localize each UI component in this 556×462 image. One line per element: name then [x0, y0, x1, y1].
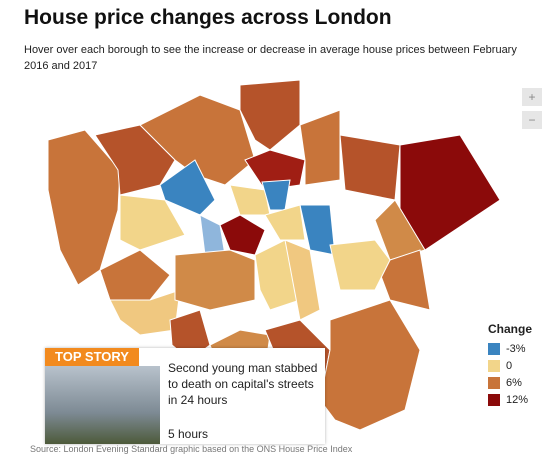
borough[interactable] [199, 214, 226, 256]
subtitle: Hover over each borough to see the incre… [24, 44, 517, 72]
legend-swatch [488, 342, 500, 355]
borough[interactable] [99, 249, 171, 301]
legend-label: 0 [506, 359, 513, 372]
borough[interactable] [139, 94, 256, 186]
boroughs [47, 79, 501, 431]
borough[interactable] [174, 249, 256, 311]
borough[interactable] [299, 204, 336, 256]
legend-item: 6% [488, 374, 532, 391]
legend-label: 6% [506, 376, 522, 389]
zoom-in-button[interactable]: + [522, 88, 542, 106]
legend-title: Change [488, 322, 533, 336]
story-time: 5 hours [168, 427, 209, 441]
borough[interactable] [119, 194, 186, 251]
borough[interactable] [299, 109, 341, 186]
borough[interactable] [284, 239, 321, 321]
borough[interactable] [264, 204, 306, 241]
legend-item: -3% [488, 340, 532, 357]
title: House price changes across London [24, 6, 392, 29]
legend-item: 12% [488, 391, 532, 408]
legend-label: -3% [506, 342, 526, 355]
legend-swatch [488, 376, 500, 389]
borough[interactable] [399, 134, 501, 251]
legend-swatch [488, 359, 500, 372]
story-image [45, 366, 160, 444]
borough[interactable] [329, 239, 391, 291]
zoom-out-button[interactable]: − [522, 111, 542, 129]
story-headline[interactable]: Second young man stabbed to death on cap… [168, 361, 318, 407]
borough[interactable] [159, 159, 216, 216]
borough[interactable] [219, 214, 266, 256]
legend-item: 0 [488, 357, 532, 374]
borough[interactable] [319, 299, 421, 431]
legend-swatch [488, 393, 500, 406]
story-tag: TOP STORY [45, 348, 139, 366]
legend: Change -3% 0 6% 12% [488, 322, 532, 408]
borough[interactable] [339, 134, 401, 201]
source: Source: London Evening Standard graphic … [30, 444, 353, 454]
legend-label: 12% [506, 393, 529, 406]
story-card[interactable]: TOP STORY Second young man stabbed to de… [45, 348, 325, 444]
